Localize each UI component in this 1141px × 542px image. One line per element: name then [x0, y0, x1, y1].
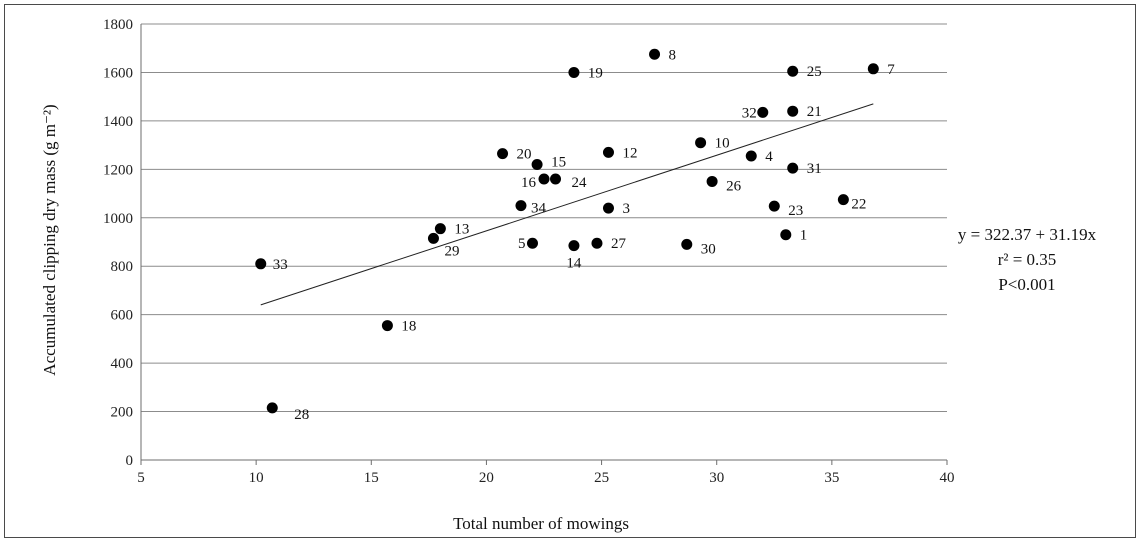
point-label-32: 32 [742, 105, 757, 121]
point-label-29: 29 [444, 243, 459, 259]
data-point-32 [757, 106, 769, 118]
y-tick-600: 600 [111, 308, 134, 324]
data-point-29 [427, 232, 439, 244]
data-point-28 [266, 402, 278, 414]
regression-equation: y = 322.37 + 31.19x [958, 225, 1097, 244]
data-point-21 [787, 105, 799, 117]
y-tick-1200: 1200 [103, 162, 133, 178]
trendline [260, 103, 874, 306]
chart-frame [4, 4, 1136, 538]
p-value: P<0.001 [998, 275, 1055, 294]
data-point-13 [434, 223, 446, 235]
x-tick-35: 35 [824, 470, 839, 486]
data-point-19 [568, 66, 580, 78]
y-tick-1400: 1400 [103, 114, 133, 130]
y-tick-1800: 1800 [103, 17, 133, 33]
point-label-7: 7 [887, 62, 895, 78]
x-axis-label: Total number of mowings [453, 514, 629, 533]
point-label-25: 25 [807, 64, 822, 80]
x-tick-20: 20 [479, 470, 494, 486]
point-label-21: 21 [807, 104, 822, 120]
point-label-27: 27 [611, 236, 627, 252]
data-point-24 [550, 173, 562, 185]
point-label-30: 30 [701, 241, 716, 257]
point-label-12: 12 [622, 145, 637, 161]
point-label-15: 15 [551, 154, 566, 170]
point-label-10: 10 [715, 136, 730, 152]
point-label-26: 26 [726, 178, 742, 194]
point-labels: 1345781012131415161819202122232425262728… [273, 47, 896, 423]
point-label-33: 33 [273, 257, 288, 273]
x-tick-5: 5 [137, 470, 145, 486]
data-point-20 [497, 148, 509, 160]
data-point-30 [681, 238, 693, 250]
data-point-27 [591, 237, 603, 249]
point-label-23: 23 [788, 203, 803, 219]
data-point-1 [780, 229, 792, 241]
point-label-34: 34 [531, 201, 547, 217]
y-tick-1000: 1000 [103, 211, 133, 227]
data-point-33 [255, 258, 267, 270]
data-point-10 [695, 137, 707, 149]
axes [140, 24, 948, 465]
x-tick-15: 15 [364, 470, 379, 486]
point-label-22: 22 [851, 197, 866, 213]
y-tick-800: 800 [111, 259, 134, 275]
data-point-4 [745, 150, 757, 162]
data-point-26 [706, 175, 718, 187]
point-label-14: 14 [566, 256, 582, 272]
point-label-5: 5 [518, 236, 526, 252]
data-point-5 [526, 237, 538, 249]
data-point-15 [531, 158, 543, 170]
data-points [255, 48, 879, 414]
x-tick-40: 40 [940, 470, 955, 486]
point-label-20: 20 [517, 147, 532, 163]
y-tick-0: 0 [126, 453, 134, 469]
data-point-8 [649, 48, 661, 60]
grid-lines [141, 23, 947, 413]
data-point-14 [568, 240, 580, 252]
data-point-25 [787, 65, 799, 77]
x-tick-10: 10 [249, 470, 264, 486]
point-label-13: 13 [454, 222, 469, 238]
data-point-18 [381, 320, 393, 332]
point-label-1: 1 [800, 228, 808, 244]
data-point-3 [602, 202, 614, 214]
point-label-4: 4 [765, 149, 773, 165]
y-tick-1600: 1600 [103, 65, 133, 81]
point-label-8: 8 [669, 47, 677, 63]
data-point-16 [538, 173, 550, 185]
point-label-3: 3 [622, 201, 630, 217]
x-tick-labels: 5 10 15 20 25 30 35 40 [137, 470, 954, 486]
data-point-22 [837, 194, 849, 206]
point-label-31: 31 [807, 161, 822, 177]
point-label-18: 18 [401, 319, 416, 335]
point-label-16: 16 [521, 175, 537, 191]
data-point-31 [787, 162, 799, 174]
y-tick-200: 200 [111, 405, 134, 421]
x-tick-25: 25 [594, 470, 609, 486]
data-point-23 [768, 200, 780, 212]
point-label-24: 24 [572, 175, 588, 191]
y-tick-labels: 0 200 400 600 800 1000 1200 1400 1600 1800 [103, 17, 133, 469]
y-axis-label: Accumulated clipping dry mass (g m⁻²) [40, 104, 59, 375]
data-point-34 [515, 200, 527, 212]
y-tick-400: 400 [111, 356, 134, 372]
point-label-28: 28 [294, 407, 309, 423]
point-label-19: 19 [588, 65, 603, 81]
x-tick-30: 30 [709, 470, 724, 486]
data-point-7 [867, 63, 879, 75]
trendline-group [260, 103, 874, 306]
r-squared: r² = 0.35 [998, 250, 1057, 269]
data-point-12 [602, 146, 614, 158]
